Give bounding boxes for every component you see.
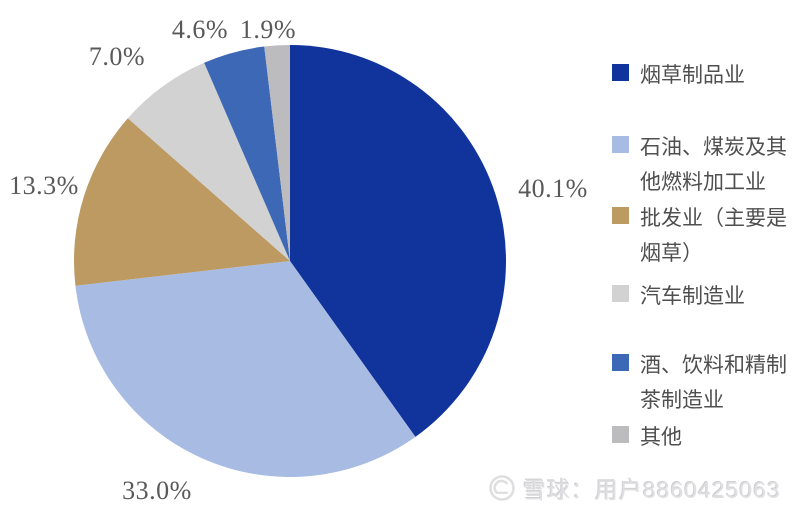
legend-swatch-icon — [612, 64, 629, 81]
xueqiu-logo-icon — [489, 475, 515, 501]
legend-label: 石油、煤炭及其他燃料加工业 — [640, 135, 787, 194]
percent-label-2: 13.3% — [9, 171, 79, 200]
legend-item-4: 酒、饮料和精制茶制造业 — [612, 348, 793, 418]
percent-label-1: 33.0% — [122, 476, 192, 505]
pie-slice-5 — [264, 45, 290, 261]
pie-slice-2 — [73, 118, 290, 286]
percent-label-4: 4.6% — [171, 15, 229, 44]
percent-label-5: 1.9% — [239, 15, 297, 44]
pie-slice-0 — [290, 45, 507, 437]
legend-label: 其他 — [640, 425, 682, 449]
legend-item-2: 批发业（主要是烟草） — [612, 201, 793, 271]
watermark-text: 雪球：用户8860425063 — [523, 477, 781, 503]
legend-swatch-icon — [612, 354, 629, 371]
legend-swatch-icon — [612, 207, 629, 224]
pie-slice-4 — [204, 46, 290, 261]
legend-item-5: 其他 — [612, 420, 793, 455]
legend-swatch-icon — [612, 285, 629, 302]
legend-label: 汽车制造业 — [640, 284, 745, 308]
legend-label: 酒、饮料和精制茶制造业 — [640, 353, 787, 412]
legend-item-0: 烟草制品业 — [612, 58, 793, 93]
legend-swatch-icon — [612, 136, 629, 153]
legend-item-3: 汽车制造业 — [612, 279, 793, 314]
legend-swatch-icon — [612, 426, 629, 443]
legend-label: 烟草制品业 — [640, 63, 745, 87]
percent-label-0: 40.1% — [518, 174, 588, 203]
legend-item-1: 石油、煤炭及其他燃料加工业 — [612, 130, 793, 200]
percent-label-3: 7.0% — [88, 42, 146, 71]
pie-slice-3 — [127, 62, 290, 261]
watermark: 雪球：用户8860425063 — [488, 471, 781, 505]
legend-label: 批发业（主要是烟草） — [640, 206, 787, 265]
legend: 烟草制品业石油、煤炭及其他燃料加工业 批发业（主要是烟草） 汽车制造业酒、饮料和精制… — [612, 0, 800, 515]
pie-slice-1 — [75, 261, 416, 478]
